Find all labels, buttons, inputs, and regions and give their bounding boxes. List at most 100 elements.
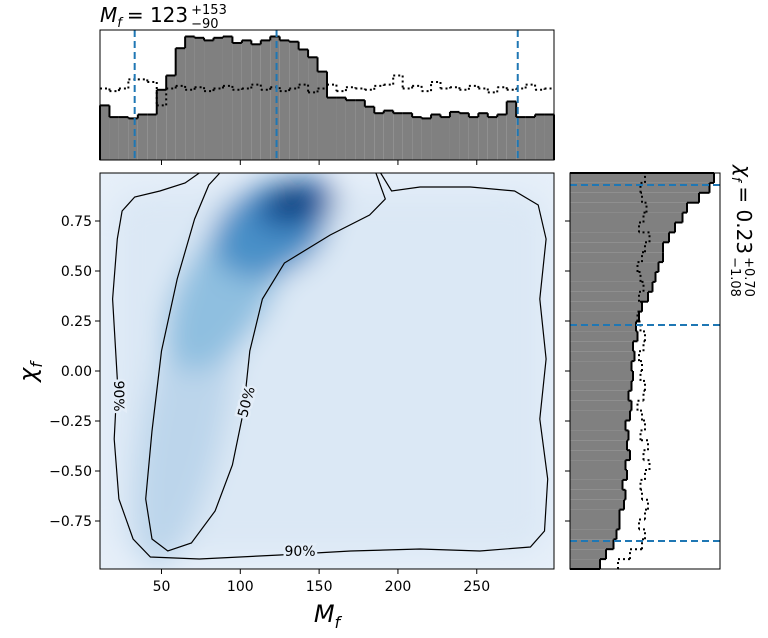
contour-line bbox=[145, 172, 386, 552]
histogram-bar bbox=[570, 410, 630, 421]
x-tick-label: 200 bbox=[385, 579, 412, 595]
histogram-bar bbox=[570, 291, 648, 302]
histogram-bar bbox=[570, 400, 632, 411]
histogram-bar bbox=[468, 117, 479, 160]
histogram-bar bbox=[570, 470, 627, 480]
y-label-symbol: χ bbox=[14, 367, 42, 384]
histogram-bar bbox=[459, 113, 469, 160]
title-value: = 0.23 bbox=[732, 186, 756, 254]
histogram-bar bbox=[100, 105, 110, 160]
histogram-bar bbox=[570, 529, 617, 540]
histogram-bar bbox=[570, 242, 663, 253]
histogram-bar bbox=[570, 202, 687, 213]
density-heatmap bbox=[100, 173, 554, 569]
histogram-bar bbox=[355, 100, 365, 160]
histogram-bar bbox=[374, 113, 384, 160]
histogram-bar bbox=[570, 499, 624, 510]
y-tick-label: 0.25 bbox=[61, 314, 92, 330]
x-tick-label: 150 bbox=[306, 579, 333, 595]
histogram-bar bbox=[535, 114, 545, 160]
histogram-bar bbox=[393, 113, 403, 160]
title-main: Mf = 123 bbox=[100, 3, 188, 31]
histogram-bar bbox=[440, 117, 450, 160]
axes-frame bbox=[99, 29, 555, 161]
title-upper: +153 bbox=[191, 3, 227, 18]
title-symbol: χ bbox=[732, 164, 756, 178]
histogram-bar bbox=[327, 97, 337, 160]
title-symbol: M bbox=[100, 3, 117, 27]
x-tick-label: 250 bbox=[463, 579, 490, 595]
histogram-bar bbox=[109, 117, 119, 160]
histogram-bar bbox=[570, 252, 663, 263]
histogram-bar bbox=[412, 117, 422, 160]
histogram-bar bbox=[241, 40, 252, 160]
histogram-bar bbox=[570, 272, 656, 282]
y-tick-label: −0.75 bbox=[49, 514, 92, 530]
histogram-bar bbox=[570, 489, 626, 500]
histogram-bar bbox=[289, 41, 299, 161]
histogram-bar bbox=[570, 351, 635, 362]
histogram-bar bbox=[570, 509, 620, 520]
y-axis-label: χf bbox=[14, 360, 46, 384]
histogram-bar bbox=[213, 37, 223, 160]
histogram-bar bbox=[570, 182, 710, 193]
histogram-bar bbox=[128, 118, 138, 160]
histogram-bar bbox=[431, 114, 441, 160]
histogram-bar bbox=[147, 114, 157, 160]
histogram-bar bbox=[270, 36, 280, 160]
histogram-bar bbox=[185, 36, 195, 160]
histogram-bar bbox=[421, 118, 432, 160]
histogram-bar bbox=[570, 222, 675, 233]
histogram-bar bbox=[516, 117, 526, 160]
histogram-bar bbox=[232, 43, 242, 160]
histogram-bar bbox=[570, 440, 627, 451]
contour-line bbox=[111, 172, 549, 560]
histogram-bar bbox=[525, 117, 536, 160]
title-lower: −90 bbox=[191, 17, 218, 32]
histogram-bar bbox=[570, 380, 632, 391]
histogram-bar bbox=[570, 371, 633, 381]
histogram-bar bbox=[449, 111, 460, 160]
histogram-bar bbox=[570, 361, 632, 371]
marginal-title: Mf = 123 +153−90 bbox=[100, 3, 227, 32]
histogram-bar bbox=[497, 114, 507, 160]
histogram-bar bbox=[570, 539, 614, 550]
histogram-bar bbox=[570, 262, 659, 272]
x-label-symbol: M bbox=[314, 600, 335, 628]
x-tick-label: 50 bbox=[153, 579, 171, 595]
histogram-bar bbox=[570, 192, 699, 203]
histogram-bar bbox=[478, 113, 488, 160]
histogram-bar bbox=[570, 420, 626, 431]
histogram-bar bbox=[317, 71, 327, 160]
histogram-bar bbox=[194, 37, 205, 160]
contour-label: 90% bbox=[110, 380, 126, 411]
histogram-bar bbox=[570, 341, 633, 352]
histogram-bar bbox=[166, 75, 176, 160]
histogram-bar bbox=[544, 114, 554, 160]
title-value: = 123 bbox=[127, 3, 188, 27]
histogram-bar bbox=[570, 301, 642, 312]
histogram-bar bbox=[570, 519, 620, 530]
histogram-bar bbox=[570, 479, 623, 490]
histogram-bar bbox=[336, 97, 346, 160]
histogram-bar bbox=[570, 173, 714, 183]
x-label-subscript: f bbox=[335, 613, 343, 632]
histogram-bar bbox=[260, 40, 271, 160]
histogram-bar bbox=[570, 390, 629, 401]
histogram-bar bbox=[204, 40, 214, 160]
histogram-bar bbox=[308, 57, 318, 160]
y-tick-label: −0.50 bbox=[49, 464, 92, 480]
histogram-bar bbox=[364, 106, 375, 160]
contour-label: 90% bbox=[284, 544, 315, 560]
histogram-bar bbox=[175, 48, 186, 161]
y-tick-label: 0.00 bbox=[61, 364, 92, 380]
histogram-bar bbox=[345, 100, 356, 160]
histogram-bar bbox=[251, 44, 261, 160]
histogram-bar bbox=[570, 281, 653, 292]
histogram-bar bbox=[298, 49, 309, 160]
histogram-bar bbox=[487, 117, 498, 160]
title-lower: −1.08 bbox=[727, 257, 742, 297]
histogram-bar bbox=[570, 549, 606, 560]
